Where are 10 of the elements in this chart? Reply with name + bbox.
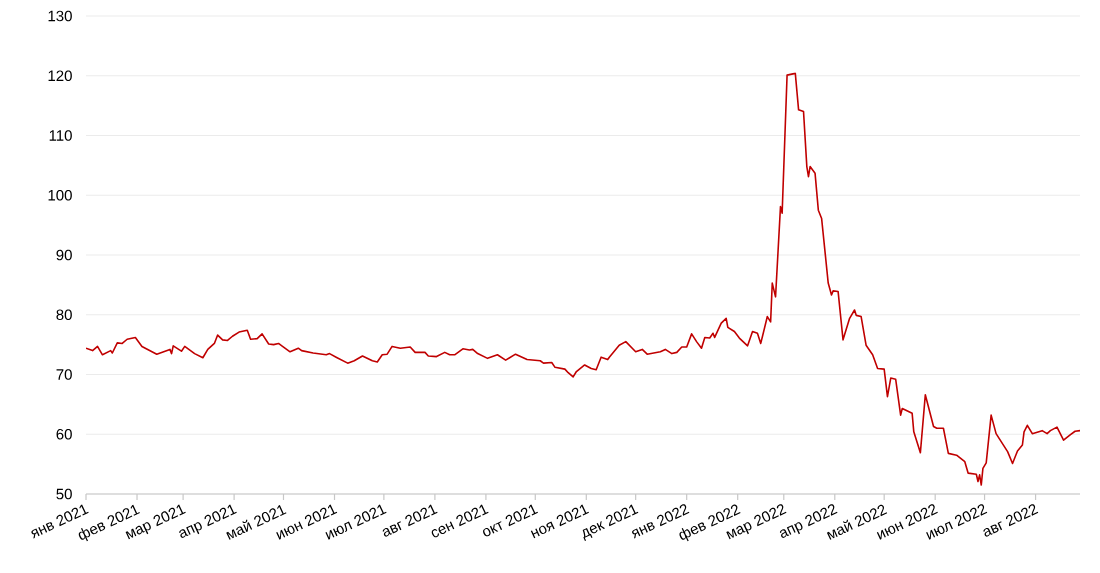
y-tick-label: 70 — [56, 369, 72, 380]
y-tick-label: 120 — [48, 70, 72, 82]
y-tick-label: 60 — [56, 428, 72, 440]
y-tick-label: 100 — [48, 189, 72, 201]
y-tick-label: 50 — [56, 488, 72, 500]
y-tick-label: 110 — [49, 130, 72, 141]
y-tick-label: 130 — [48, 10, 72, 22]
y-tick-label: 80 — [56, 309, 72, 321]
y-tick-label: 90 — [56, 249, 72, 261]
line-series — [86, 72, 1081, 486]
